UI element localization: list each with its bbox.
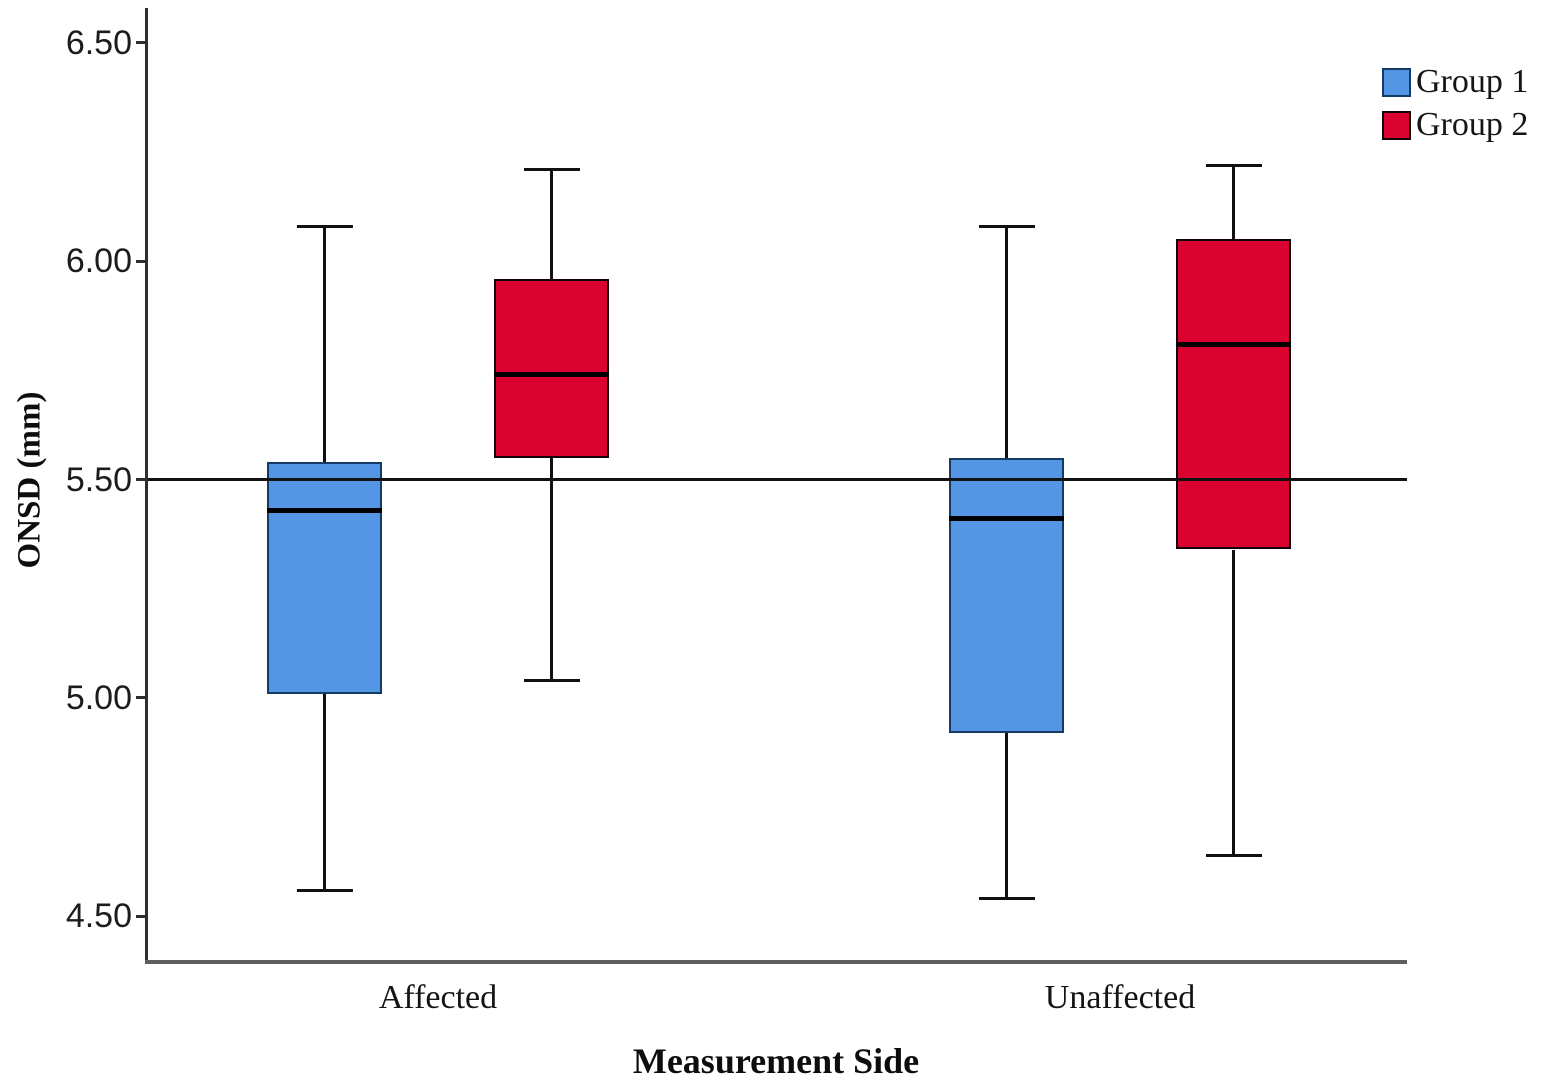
whisker-line (1232, 549, 1235, 856)
y-tick-label: 4.50 (65, 897, 132, 936)
y-tick-label: 6.00 (65, 242, 132, 281)
y-tick-label: 6.50 (65, 23, 132, 62)
whisker-cap (296, 224, 353, 228)
whisker-cap (978, 897, 1035, 901)
median-line (1176, 341, 1291, 347)
y-tick-label: 5.00 (65, 678, 132, 717)
box-group2-affected (494, 278, 609, 458)
reference-line (148, 478, 1407, 482)
y-tick-mark (136, 259, 145, 263)
whisker-cap (523, 679, 580, 682)
whisker-line (1005, 226, 1008, 458)
legend-label-group1: Group 1 (1416, 63, 1529, 100)
box-group2-unaffected (1176, 239, 1291, 550)
y-tick-mark (136, 696, 145, 700)
x-category-label-unaffected: Unaffected (1044, 979, 1196, 1016)
y-tick-mark (136, 478, 145, 482)
y-axis-line (145, 8, 148, 964)
x-category-label-affected: Affected (378, 979, 498, 1016)
whisker-cap (978, 224, 1035, 228)
box-group1-affected (267, 462, 382, 694)
x-axis-line (145, 960, 1407, 964)
y-tick-mark (136, 914, 145, 918)
x-axis-title: Measurement Side (632, 1041, 920, 1081)
legend: Group 1 Group 2 (1382, 63, 1529, 152)
legend-item-group1: Group 1 (1382, 63, 1529, 100)
whisker-cap (523, 168, 580, 172)
whisker-cap (1205, 163, 1262, 167)
legend-label-group2: Group 2 (1416, 106, 1529, 143)
whisker-line (550, 169, 553, 279)
group2-color-swatch (1382, 110, 1411, 140)
whisker-cap (1205, 853, 1262, 857)
legend-item-group2: Group 2 (1382, 106, 1529, 143)
median-line (267, 507, 382, 513)
whisker-line (550, 457, 553, 681)
y-tick-mark (136, 41, 145, 45)
median-line (494, 372, 609, 378)
y-tick-label: 5.50 (65, 460, 132, 499)
group1-color-swatch (1382, 67, 1411, 97)
whisker-line (323, 226, 326, 463)
whisker-cap (296, 888, 353, 892)
whisker-line (323, 693, 326, 891)
median-line (949, 516, 1064, 522)
box-group1-unaffected (949, 457, 1064, 733)
whisker-line (1005, 732, 1008, 899)
whisker-line (1232, 165, 1235, 240)
